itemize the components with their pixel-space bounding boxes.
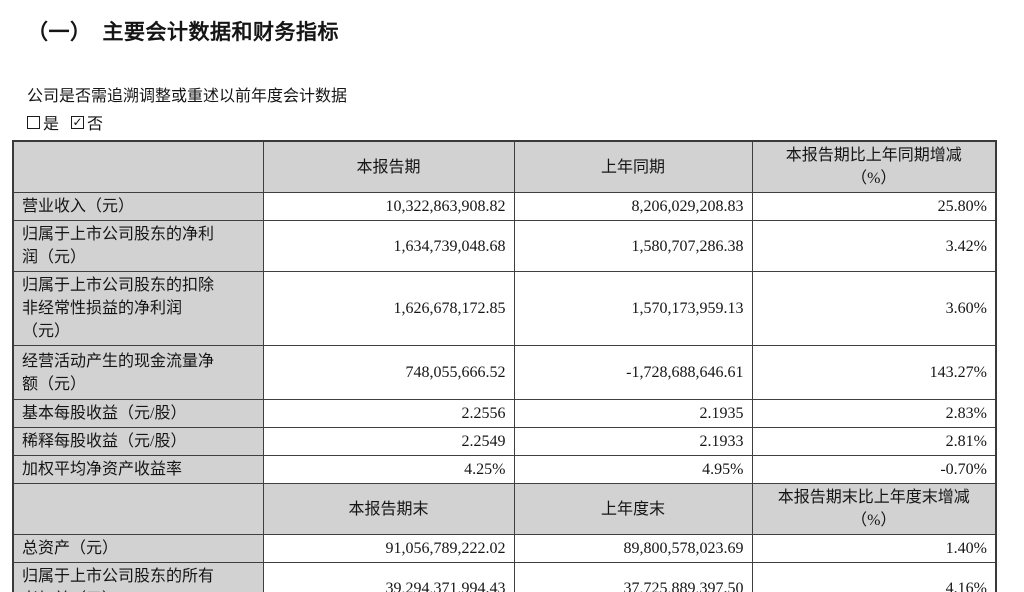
current-value: 39,294,371,994.43 — [262, 562, 515, 592]
header-current-period-end: 本报告期末 — [262, 483, 515, 535]
row-label: 加权平均净资产收益率 — [12, 455, 264, 484]
row-label: 经营活动产生的现金流量净 额（元） — [12, 345, 264, 400]
prior-value: -1,728,688,646.61 — [513, 345, 753, 400]
prior-value: 37,725,889,397.50 — [513, 562, 753, 592]
row-label: 归属于上市公司股东的净利 润（元） — [12, 220, 264, 272]
table-row-operating-cash-flow: 经营活动产生的现金流量净 额（元） 748,055,666.52 -1,728,… — [12, 345, 997, 400]
checkbox-unchecked-icon — [27, 115, 40, 129]
prior-value: 1,570,173,959.13 — [513, 271, 753, 346]
current-value: 2.2549 — [262, 427, 515, 456]
current-value: 2.2556 — [262, 399, 515, 428]
table-row-total-assets: 总资产（元） 91,056,789,222.02 89,800,578,023.… — [12, 534, 997, 563]
current-value: 1,634,739,048.68 — [262, 220, 515, 272]
change-value: 3.60% — [751, 271, 997, 346]
checkbox-group: 是 ✓ 否 — [0, 106, 1024, 140]
table-row-diluted-eps: 稀释每股收益（元/股） 2.2549 2.1933 2.81% — [12, 427, 997, 456]
prior-value: 8,206,029,208.83 — [513, 192, 753, 221]
table-header-row-period: 本报告期 上年同期 本报告期比上年同期增减 （%） — [12, 140, 997, 193]
current-value: 4.25% — [262, 455, 515, 484]
header-period-end-change: 本报告期末比上年度末增减 （%） — [751, 483, 997, 535]
header-current-period: 本报告期 — [262, 140, 515, 193]
table-row-net-profit-excl-nonrecurring: 归属于上市公司股东的扣除 非经常性损益的净利润 （元） 1,626,678,17… — [12, 271, 997, 346]
prior-value: 2.1933 — [513, 427, 753, 456]
change-value: 4.16% — [751, 562, 997, 592]
change-value: 2.83% — [751, 399, 997, 428]
table-row-owners-equity: 归属于上市公司股东的所有 者权益（元） 39,294,371,994.43 37… — [12, 562, 997, 592]
header-period-change: 本报告期比上年同期增减 （%） — [751, 140, 997, 193]
checkbox-option-no: ✓ 否 — [71, 110, 103, 134]
change-value: 1.40% — [751, 534, 997, 563]
prior-value: 1,580,707,286.38 — [513, 220, 753, 272]
table-row-basic-eps: 基本每股收益（元/股） 2.2556 2.1935 2.83% — [12, 399, 997, 428]
section-title: （一） 主要会计数据和财务指标 — [27, 20, 339, 44]
row-label: 基本每股收益（元/股） — [12, 399, 264, 428]
prior-value: 89,800,578,023.69 — [513, 534, 753, 563]
row-label: 归属于上市公司股东的所有 者权益（元） — [12, 562, 264, 592]
header-prior-period: 上年同期 — [513, 140, 753, 193]
current-value: 748,055,666.52 — [262, 345, 515, 400]
checkbox-checked-icon: ✓ — [71, 114, 85, 129]
checkbox-option-yes: 是 — [27, 110, 59, 134]
table-row-revenue: 营业收入（元） 10,322,863,908.82 8,206,029,208.… — [12, 192, 997, 221]
row-label: 归属于上市公司股东的扣除 非经常性损益的净利润 （元） — [12, 271, 264, 346]
checkbox-yes-label: 是 — [43, 116, 60, 133]
prior-value: 2.1935 — [513, 399, 753, 428]
row-label: 营业收入（元） — [12, 192, 264, 221]
change-value: 3.42% — [751, 220, 997, 272]
table-row-net-profit: 归属于上市公司股东的净利 润（元） 1,634,739,048.68 1,580… — [12, 220, 997, 272]
question-text: 公司是否需追溯调整或重述以前年度会计数据 — [27, 88, 348, 105]
change-value: 2.81% — [751, 427, 997, 456]
row-label: 总资产（元） — [12, 534, 264, 563]
prior-value: 4.95% — [513, 455, 753, 484]
change-value: -0.70% — [751, 455, 997, 484]
header-empty-cell — [12, 483, 264, 535]
current-value: 1,626,678,172.85 — [262, 271, 515, 346]
table-header-row-period-end: 本报告期末 上年度末 本报告期末比上年度末增减 （%） — [12, 483, 997, 535]
table-row-weighted-avg-roe: 加权平均净资产收益率 4.25% 4.95% -0.70% — [12, 455, 997, 484]
change-value: 143.27% — [751, 345, 997, 400]
checkbox-no-label: 否 — [87, 116, 104, 133]
header-empty-cell — [12, 140, 264, 193]
header-prior-year-end: 上年度末 — [513, 483, 753, 535]
financial-indicators-table: 本报告期 上年同期 本报告期比上年同期增减 （%） 营业收入（元） 10,322… — [12, 140, 997, 592]
current-value: 91,056,789,222.02 — [262, 534, 515, 563]
change-value: 25.80% — [751, 192, 997, 221]
current-value: 10,322,863,908.82 — [262, 192, 515, 221]
row-label: 稀释每股收益（元/股） — [12, 427, 264, 456]
